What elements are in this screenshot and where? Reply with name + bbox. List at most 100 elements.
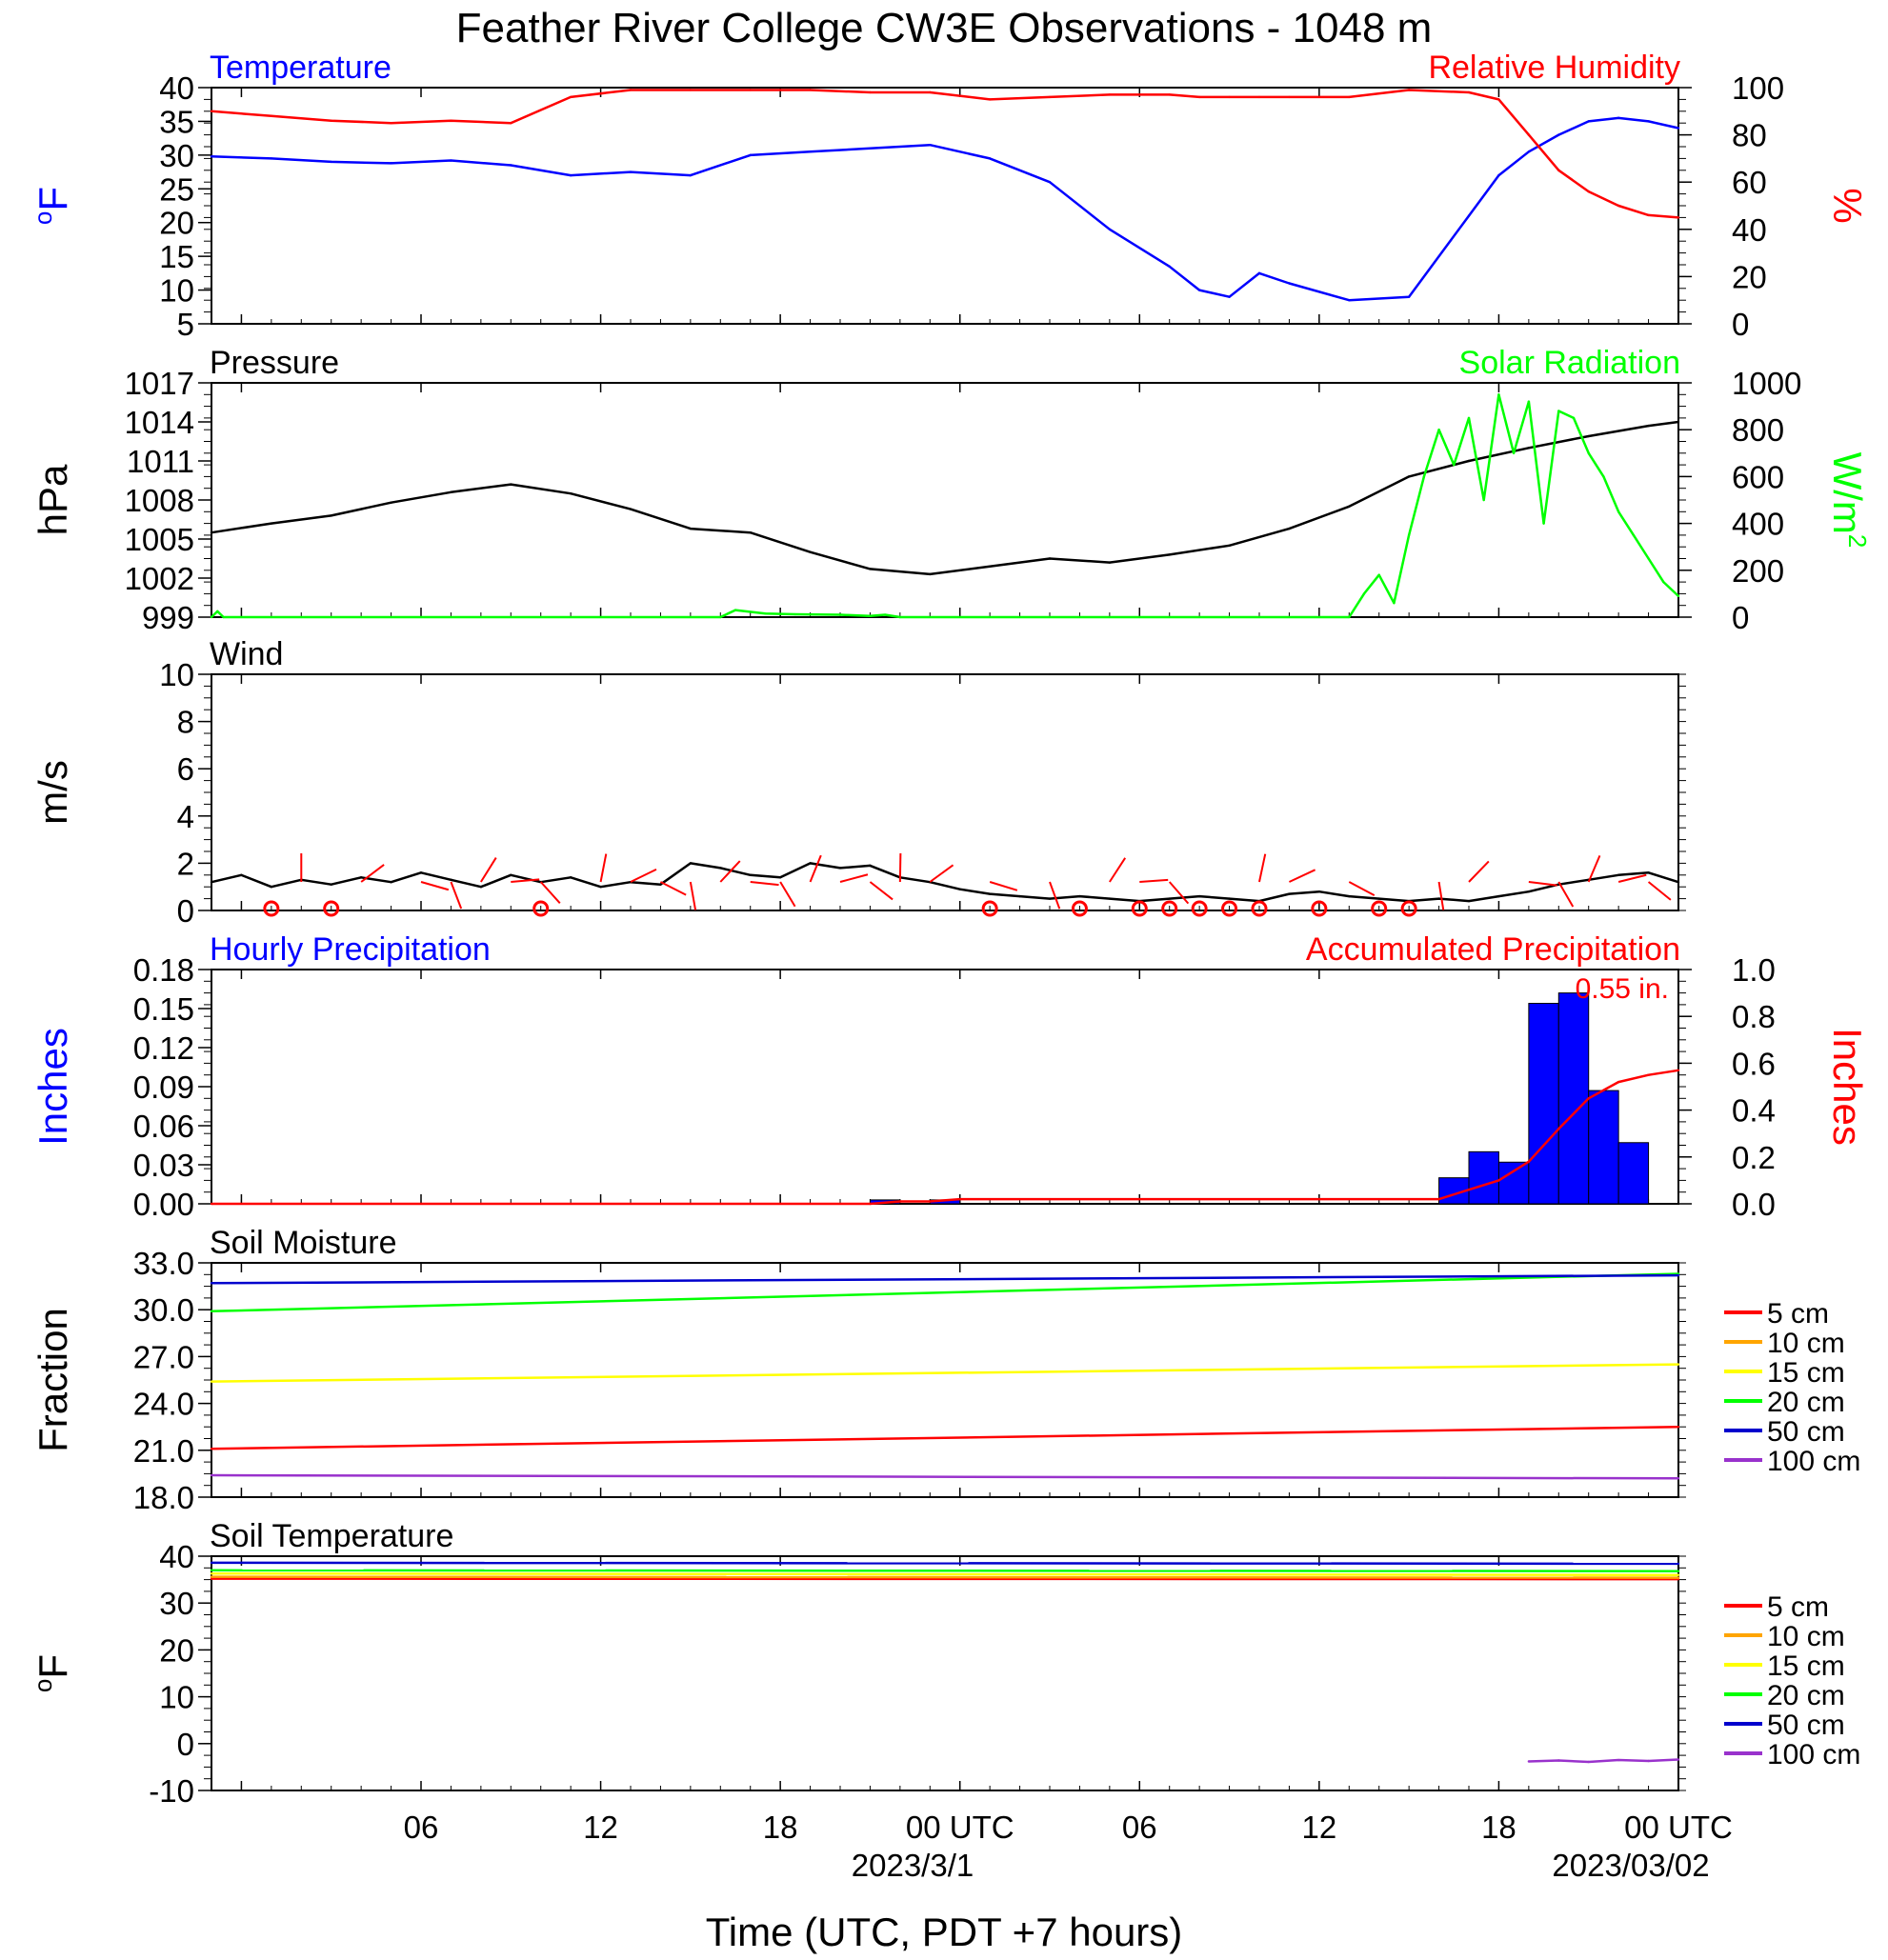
wind-barb [1647,881,1672,901]
y-tick-label-left: 30 [159,138,194,173]
y-tick-label-left: 40 [159,1539,194,1574]
y-tick-label-left: 4 [177,799,194,834]
precip-bar [1528,1003,1559,1205]
x-tick-label: 00 UTC [906,1810,1014,1845]
y-tick-label-left: 20 [159,1632,194,1668]
wind-barb [1557,881,1575,908]
data-point-pressure [809,550,812,553]
data-point-15-cm [210,1380,213,1383]
data-point-relative-humidity [330,119,332,122]
data-point-solar-radiation [210,615,213,619]
data-point-relative-humidity [1197,95,1201,99]
data-point-relative-humidity [450,119,452,122]
series-line-100-cm [211,1473,1679,1480]
y-tick-label-left: 40 [159,70,194,106]
data-point-solar-radiation [216,610,219,613]
data-point-pressure [1587,434,1590,438]
y-tick-label-left: 27.0 [133,1339,194,1374]
data-point-5-cm [1677,1426,1680,1429]
panel-label-left: Wind [210,636,283,672]
panel-precip: 0.180.150.12 0.09 0.06 0.03 0.00 1.0 0.8 0.6 0.4… [30,931,1870,1222]
y-tick-label-left: 0.00 [133,1187,194,1222]
wind-barb [1049,881,1061,910]
legend-label: 20 cm [1767,1387,1845,1418]
panel-label-right: Accumulated Precipitation [1306,931,1680,968]
panel-label-left: Soil Moisture [210,1225,397,1261]
precip-bar [1468,1150,1499,1205]
data-point-wind-speed [1168,897,1171,900]
data-point-accumulated-precipitation [869,1202,872,1206]
data-point-wind-speed [778,876,782,879]
y-axis-title-right: % [1825,188,1870,223]
data-point-relative-humidity [1407,89,1411,91]
wind-barb [360,864,385,883]
x-tick-label: 06 [1122,1810,1157,1845]
y-tick-label-right: 0.4 [1732,1093,1776,1129]
data-point-pressure [1467,459,1471,463]
data-point-wind-speed [1377,897,1380,900]
y-tick-label-left: 5 [177,307,194,342]
wind-calm-marker [1251,900,1268,917]
data-point-solar-radiation [1527,400,1531,403]
data-point-5-cm [210,1447,213,1450]
series-line-solar-radiation [211,393,1679,619]
y-tick-label-left: 10 [159,273,194,309]
data-point-relative-humidity [1257,95,1261,99]
wind-barb [450,881,463,910]
panel-soil_temp: 40 30 20 10 0 -10 Soil Temperature oF 06 12 18 00 U… [29,1518,1860,1845]
data-point-solar-radiation [1677,594,1680,598]
y-axis-title-left: hPa [30,464,75,535]
panel-soil_moisture: 33.0 30.0 27.0 24.0 21.0 18.0 Soil Moisture Fra… [30,1225,1860,1515]
series-line-50-cm [211,1273,1679,1285]
wind-barb [989,881,1018,891]
y-tick-label-left: 0.18 [133,952,194,988]
data-point-wind-speed [809,862,812,865]
precip-bar [1557,992,1590,1205]
series-line-100-cm [1528,1758,1679,1764]
data-point-relative-humidity [929,90,932,94]
data-point-solar-radiation [1437,429,1440,431]
data-point-relative-humidity [1467,90,1471,94]
wind-barb [839,873,869,883]
data-point-temperature [210,155,213,158]
wind-barb [511,878,540,883]
data-point-solar-radiation [222,615,225,619]
data-point-relative-humidity [1228,95,1231,99]
data-point-pressure [1407,475,1411,478]
data-point-solar-radiation [793,612,797,616]
wind-calm-marker [1071,900,1088,917]
legend-label: 10 cm [1767,1328,1845,1359]
data-point-accumulated-precipitation [1527,1160,1531,1163]
y-tick-label-left: 0.06 [133,1109,194,1144]
legend-label: 5 cm [1767,1591,1829,1623]
panel-label-right: Solar Radiation [1459,345,1680,381]
y-tick-label-right: 20 [1732,259,1767,294]
data-point-pressure [1048,557,1052,560]
legend-label: 100 cm [1767,1739,1860,1770]
data-point-pressure [988,565,992,568]
series-line-50-cm [211,1561,1679,1566]
unit-exponent: 2 [1843,534,1872,548]
data-point-pressure [689,527,693,530]
data-point-wind-speed [1348,894,1351,898]
data-point-5-cm [210,1577,213,1580]
y-tick-label-left: 0 [177,893,194,929]
y-tick-label-right: 1000 [1732,366,1801,401]
data-point-accumulated-precipitation [1617,1080,1620,1084]
wind-barb [1168,881,1190,905]
wind-barb [1348,881,1376,896]
panel-label-left: Temperature [210,50,392,86]
data-point-relative-humidity [1288,95,1291,99]
wind-barb [779,881,796,908]
data-point-15-cm [1677,1363,1680,1366]
data-point-solar-radiation [1647,557,1650,560]
data-point-temperature [1677,127,1680,130]
data-point-temperature [1288,282,1291,285]
data-point-temperature [330,160,332,164]
data-point-temperature [270,157,273,160]
y-tick-label-left: -10 [149,1773,194,1809]
wind-calm-marker [1131,900,1148,917]
data-point-temperature [1647,120,1650,123]
data-point-temperature [1617,116,1620,120]
